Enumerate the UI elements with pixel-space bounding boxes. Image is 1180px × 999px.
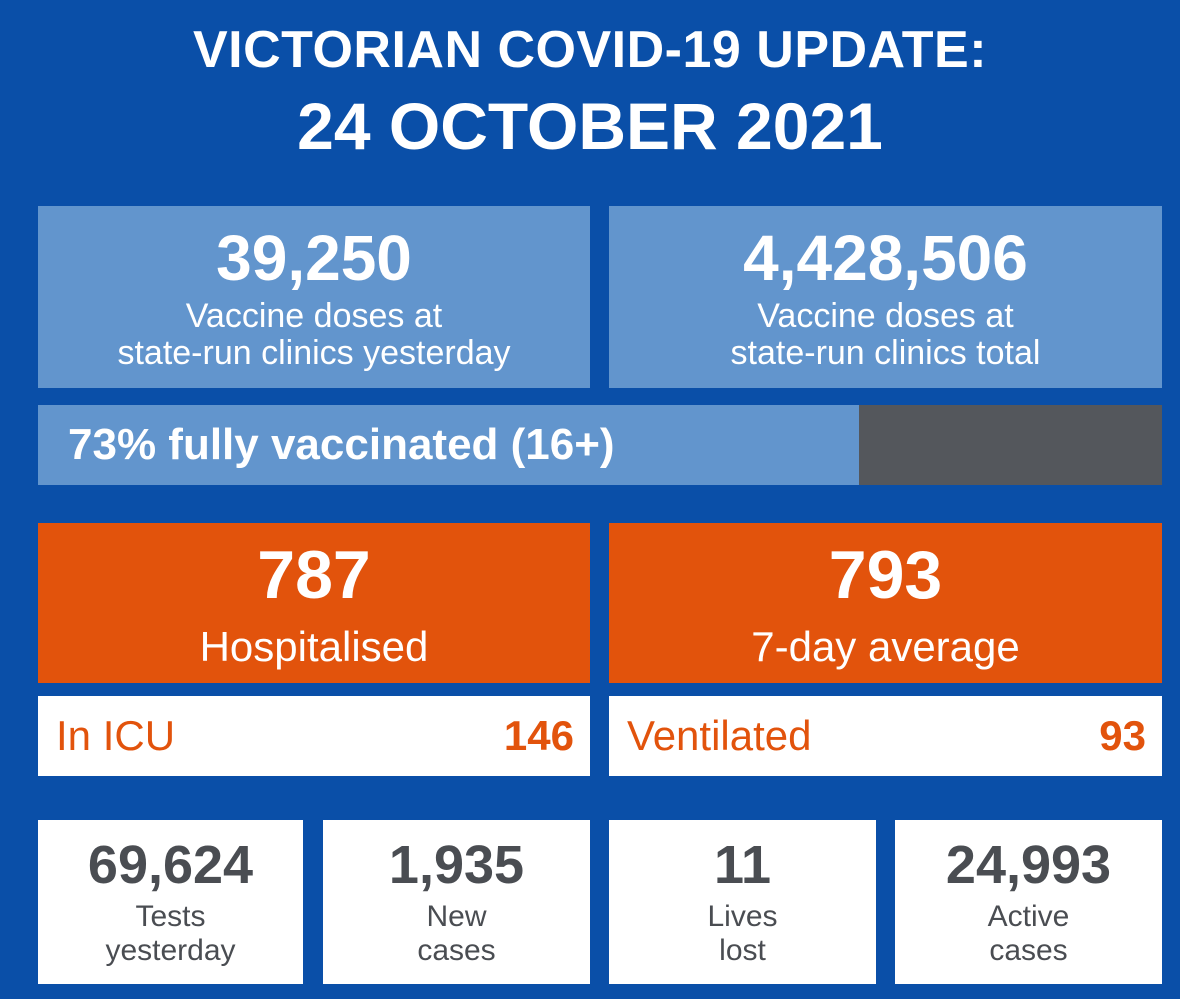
icu-label: In ICU bbox=[56, 712, 176, 759]
stat-active-cases-label-1: Active bbox=[987, 900, 1070, 933]
ventilated-strip: Ventilated 93 bbox=[609, 696, 1162, 776]
hospitalised-value: 787 bbox=[257, 537, 371, 613]
hospitalised-label: Hospitalised bbox=[199, 623, 429, 670]
stat-lives-lost-label-1: Lives bbox=[707, 900, 778, 933]
ventilated-label: Ventilated bbox=[627, 712, 812, 759]
stat-tests-value: 69,624 bbox=[87, 835, 254, 895]
seven-day-average-value: 793 bbox=[828, 537, 943, 613]
update-title: VICTORIAN COVID-19 UPDATE: bbox=[192, 21, 988, 79]
vaccination-progress-label: 73% fully vaccinated (16+) bbox=[68, 420, 615, 469]
stat-card-active-cases: 24,993 Active cases bbox=[895, 820, 1162, 984]
seven-day-average-label: 7-day average bbox=[751, 623, 1020, 670]
vaccine-total-label-1: Vaccine doses at bbox=[757, 297, 1014, 335]
stat-card-new-cases: 1,935 New cases bbox=[323, 820, 590, 984]
stat-new-cases-label-2: cases bbox=[417, 934, 496, 967]
stat-new-cases-value: 1,935 bbox=[388, 835, 525, 895]
stat-active-cases-value: 24,993 bbox=[945, 835, 1112, 895]
stat-active-cases-label-2: cases bbox=[989, 934, 1068, 967]
vaccination-progress-fill bbox=[38, 405, 859, 485]
update-date: 24 OCTOBER 2021 bbox=[297, 89, 883, 163]
vaccination-progress-bar: 73% fully vaccinated (16+) bbox=[38, 405, 1162, 485]
stat-card-lives-lost: 11 Lives lost bbox=[609, 820, 876, 984]
stat-lives-lost-label-2: lost bbox=[719, 934, 766, 967]
icu-value: 146 bbox=[503, 712, 574, 759]
stat-tests-label-2: yesterday bbox=[105, 934, 236, 967]
vaccine-total-label-2: state-run clinics total bbox=[730, 334, 1041, 372]
vaccine-yesterday-label-2: state-run clinics yesterday bbox=[117, 334, 511, 372]
icu-strip: In ICU 146 bbox=[38, 696, 590, 776]
stat-new-cases-label-1: New bbox=[426, 900, 487, 933]
ventilated-value: 93 bbox=[1099, 712, 1146, 759]
vaccine-yesterday-card: 39,250 Vaccine doses at state-run clinic… bbox=[38, 206, 590, 388]
hospitalised-card: 787 Hospitalised bbox=[38, 523, 590, 683]
stat-tests-label-1: Tests bbox=[135, 900, 206, 933]
seven-day-average-card: 793 7-day average bbox=[609, 523, 1162, 683]
vaccine-total-value: 4,428,506 bbox=[743, 222, 1028, 294]
stat-card-tests: 69,624 Tests yesterday bbox=[38, 820, 303, 984]
vaccine-yesterday-label-1: Vaccine doses at bbox=[185, 297, 443, 335]
vaccine-yesterday-value: 39,250 bbox=[216, 222, 412, 294]
vaccine-total-card: 4,428,506 Vaccine doses at state-run cli… bbox=[609, 206, 1162, 388]
stat-lives-lost-value: 11 bbox=[713, 835, 772, 895]
